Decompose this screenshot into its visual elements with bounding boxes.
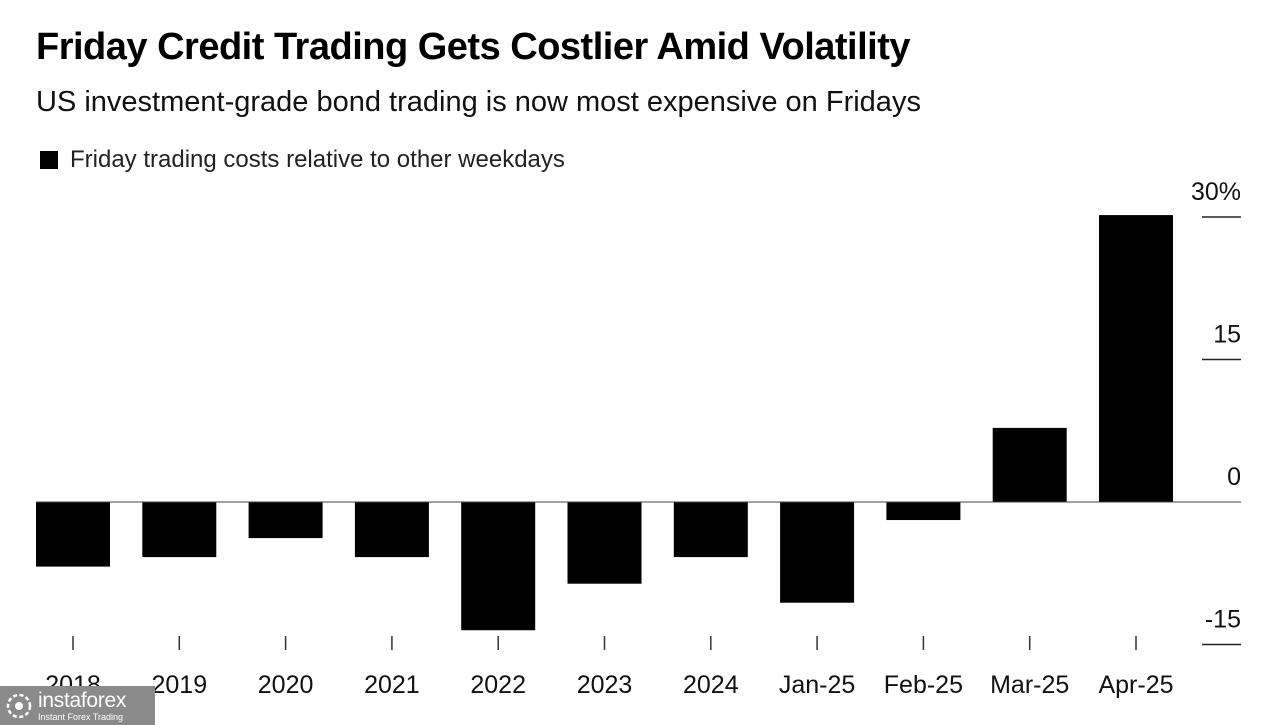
bar-mar-25 xyxy=(992,427,1067,502)
bar-feb-25 xyxy=(886,502,961,521)
y-tick-label: 30% xyxy=(1191,178,1241,206)
y-tick-label: 15 xyxy=(1213,321,1241,349)
watermark-tagline: Instant Forex Trading xyxy=(38,711,124,722)
x-tick-label-jan-25: Jan-25 xyxy=(779,671,855,699)
bar-2021 xyxy=(354,502,429,558)
watermark: instaforex Instant Forex Trading xyxy=(0,686,155,725)
bar-2023 xyxy=(567,502,642,584)
y-axis: 30% 15 0 -15 xyxy=(1191,178,1241,646)
legend: Friday trading costs relative to other w… xyxy=(40,146,565,174)
chart-title: Friday Credit Trading Gets Costlier Amid… xyxy=(36,26,911,68)
x-tick-label-mar-25: Mar-25 xyxy=(990,671,1069,699)
x-axis: 2018 2019 2020 2021 2022 2023 2024 Jan-25 Feb-25… xyxy=(45,636,1174,699)
x-tick-label-2019: 2019 xyxy=(151,671,207,699)
bars-group xyxy=(36,215,1173,631)
bar-apr-25 xyxy=(1099,215,1173,502)
x-tick-label-2024: 2024 xyxy=(683,671,739,699)
x-tick-label-2022: 2022 xyxy=(470,671,526,699)
instaforex-logo-icon xyxy=(6,693,32,718)
x-tick-label-apr-25: Apr-25 xyxy=(1098,671,1173,699)
legend-swatch xyxy=(40,151,58,169)
bar-2020 xyxy=(248,502,323,539)
x-tick-label-2021: 2021 xyxy=(364,671,420,699)
y-tick-label: 0 xyxy=(1227,463,1241,491)
x-tick-label-feb-25: Feb-25 xyxy=(884,671,963,699)
bar-2018 xyxy=(36,502,110,567)
watermark-brand: instaforex xyxy=(38,688,127,712)
bar-2022 xyxy=(461,502,536,631)
x-tick-label-2023: 2023 xyxy=(577,671,633,699)
bar-2019 xyxy=(142,502,217,558)
legend-label: Friday trading costs relative to other w… xyxy=(70,146,565,173)
y-tick-label: -15 xyxy=(1205,606,1241,634)
bar-jan-25 xyxy=(780,502,855,603)
x-tick-label-2020: 2020 xyxy=(258,671,314,699)
bar-2024 xyxy=(673,502,748,558)
chart-subtitle: US investment-grade bond trading is now … xyxy=(36,86,921,118)
